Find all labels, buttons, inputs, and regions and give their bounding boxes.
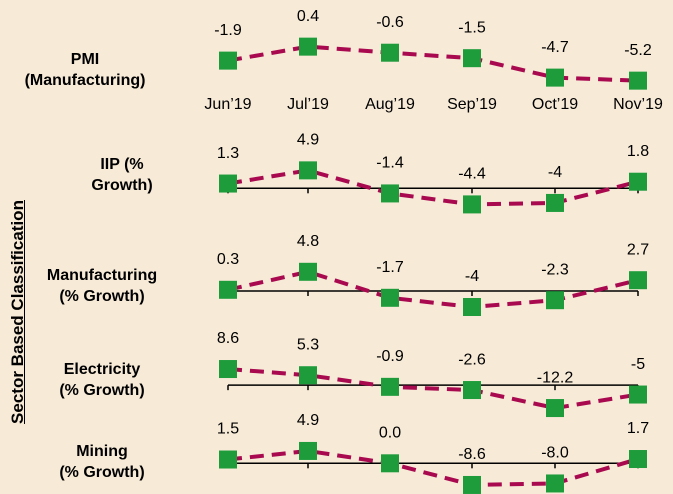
- marker: [299, 37, 317, 56]
- marker: [629, 385, 647, 404]
- x-tick-label: Sep’19: [447, 96, 497, 113]
- value-label: 1.7: [627, 420, 649, 437]
- value-label: -1.7: [376, 259, 404, 276]
- series-line: [227, 448, 639, 487]
- marker: [381, 377, 399, 396]
- marker: [546, 291, 564, 310]
- series-line: [227, 168, 639, 207]
- value-label: -5.2: [624, 42, 652, 59]
- value-label: -2.3: [541, 261, 569, 278]
- marker: [463, 298, 481, 316]
- value-label: -2.6: [458, 351, 486, 368]
- row-label: IIP (% Growth): [91, 156, 153, 194]
- value-label: -0.6: [376, 14, 404, 31]
- x-tick-label: Jun’19: [204, 96, 251, 113]
- value-label: 1.3: [217, 145, 239, 162]
- value-label: 2.7: [627, 241, 649, 258]
- marker: [463, 195, 481, 214]
- x-tick-label: Jul’19: [287, 96, 329, 113]
- value-label: 1.5: [217, 421, 239, 438]
- marker: [629, 71, 647, 90]
- value-label: -12.2: [537, 369, 574, 386]
- series-line: [227, 44, 639, 83]
- value-label: -8.0: [541, 445, 569, 462]
- value-label: -1.4: [376, 155, 404, 172]
- marker: [381, 288, 399, 307]
- marker: [219, 450, 237, 469]
- x-tick-label: Nov’19: [613, 96, 663, 113]
- marker: [299, 441, 317, 460]
- value-label: 0.4: [297, 8, 319, 25]
- series-line: [227, 367, 639, 411]
- value-label: -4.4: [458, 166, 486, 183]
- marker: [546, 399, 564, 418]
- marker: [299, 161, 317, 180]
- x-tick-label: Aug’19: [365, 96, 415, 113]
- value-label: -4: [548, 164, 562, 181]
- marker: [629, 271, 647, 290]
- value-label: -0.9: [376, 348, 404, 365]
- value-label: -4.7: [541, 39, 569, 56]
- value-label: -8.6: [458, 446, 486, 463]
- marker: [546, 193, 564, 212]
- marker: [219, 280, 237, 299]
- value-label: -4: [465, 268, 479, 285]
- marker: [219, 51, 237, 70]
- marker: [546, 474, 564, 493]
- value-label: -1.9: [214, 22, 242, 39]
- marker: [629, 450, 647, 469]
- value-label: 4.9: [297, 132, 319, 149]
- value-label: 4.9: [297, 412, 319, 429]
- row-label: Mining (% Growth): [59, 443, 145, 481]
- marker: [463, 49, 481, 68]
- row-label: PMI (Manufacturing): [24, 51, 146, 89]
- x-tick-label: Oct’19: [532, 96, 578, 113]
- marker: [381, 454, 399, 473]
- value-label: 0.3: [217, 251, 239, 268]
- marker: [299, 366, 317, 385]
- marker: [299, 262, 317, 281]
- marker: [219, 174, 237, 193]
- value-label: -1.5: [458, 19, 486, 36]
- value-label: 8.6: [217, 330, 239, 347]
- marker: [629, 172, 647, 191]
- marker: [463, 475, 481, 494]
- marker: [381, 184, 399, 203]
- row-label: Electricity (% Growth): [59, 361, 145, 399]
- value-label: -5: [631, 356, 645, 373]
- value-label: 5.3: [297, 336, 319, 353]
- marker: [381, 43, 399, 62]
- marker: [219, 360, 237, 379]
- value-label: 0.0: [379, 425, 401, 442]
- value-label: 4.8: [297, 233, 319, 250]
- marker: [546, 68, 564, 87]
- series-line: [227, 269, 639, 310]
- marker: [463, 381, 481, 400]
- row-label: Manufacturing (% Growth): [46, 267, 158, 305]
- value-label: 1.8: [627, 143, 649, 160]
